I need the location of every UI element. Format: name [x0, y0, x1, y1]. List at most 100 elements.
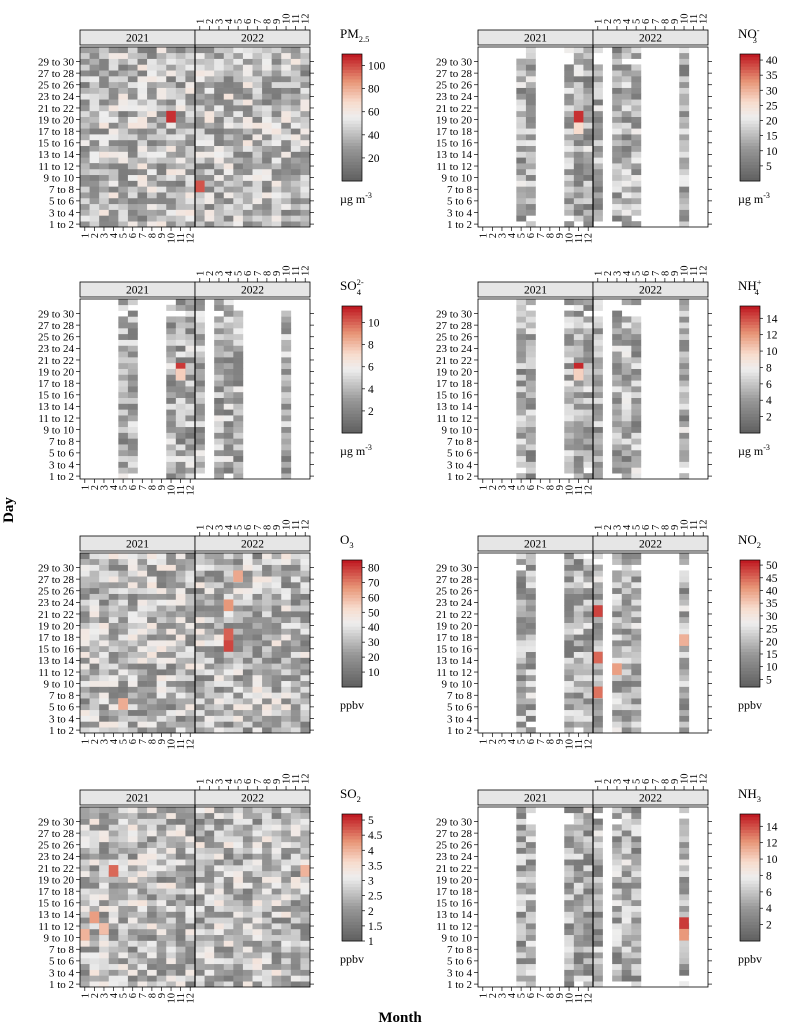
heat-cell: [281, 859, 292, 866]
heat-cell: [679, 351, 690, 358]
heat-cell: [147, 587, 157, 594]
heat-cell: [593, 145, 603, 152]
heat-cell: [166, 461, 177, 468]
heat-cell: [300, 99, 311, 106]
strip-2022: [194, 789, 311, 806]
heat-cell: [89, 894, 100, 901]
x-tick-label-bottom: 8: [147, 233, 158, 238]
heat-cell: [679, 93, 690, 100]
colorbar-frame: [341, 559, 363, 688]
heat-cell: [195, 304, 205, 311]
heat-cell: [214, 657, 225, 664]
heat-cell: [185, 564, 196, 571]
heat-cell: [137, 99, 148, 106]
heat-cell: [108, 186, 119, 193]
heat-cell: [252, 870, 263, 877]
x-tick-label-bottom: 5: [517, 485, 528, 490]
heat-cell: [525, 180, 536, 187]
heat-cell: [271, 640, 282, 647]
strip-2022: [592, 29, 709, 46]
heat-cell: [147, 93, 157, 100]
heat-cell: [525, 698, 536, 705]
heat-cell: [127, 391, 138, 399]
heat-cell: [156, 134, 167, 141]
heat-cell: [147, 963, 157, 970]
x-tick-label-bottom: 6: [526, 485, 537, 490]
heat-cell: [166, 680, 177, 687]
heat-cell: [185, 186, 196, 193]
heat-cell: [593, 93, 603, 100]
heat-cell: [612, 946, 623, 953]
heat-cell: [631, 473, 642, 480]
heat-cell: [195, 611, 205, 618]
heat-cell: [204, 830, 215, 837]
heat-cell: [195, 963, 205, 970]
heat-cell: [195, 818, 205, 825]
heat-cell: [214, 674, 225, 682]
colorbar-segment: [342, 127, 362, 131]
heat-cell: [175, 946, 186, 953]
colorbar-segment: [342, 133, 362, 137]
heat-cell: [271, 128, 282, 135]
heat-cell: [679, 426, 690, 433]
title-sub: 2.5: [359, 34, 370, 44]
heat-cell: [89, 221, 100, 228]
heat-cell: [631, 368, 642, 375]
heat-cell: [516, 316, 527, 323]
heat-cell: [214, 70, 225, 77]
heat-cell-hotspot: [612, 663, 622, 675]
heat-cell: [271, 558, 282, 565]
heat-cell: [290, 963, 301, 970]
heat-cell: [583, 299, 594, 306]
heat-cell: [156, 93, 167, 100]
colorbar-tick-label: 5: [766, 161, 772, 173]
heat-cell: [612, 99, 623, 106]
heat-cell: [156, 180, 167, 187]
heat-cell: [612, 582, 623, 589]
heat-cell: [195, 616, 205, 623]
heat-cell: [621, 616, 632, 623]
heat-cell: [564, 940, 575, 947]
x-tick-label-top: 8: [262, 271, 273, 276]
heat-cell: [195, 640, 205, 647]
x-tick-label-bottom: 6: [526, 993, 537, 998]
heat-cell: [89, 859, 100, 866]
heat-cell: [166, 87, 177, 94]
heat-cell: [233, 645, 244, 653]
heat-cell: [156, 87, 167, 94]
heat-cell: [271, 830, 282, 837]
heat-cell: [99, 905, 110, 912]
heat-cell: [195, 847, 205, 854]
heat-cell: [214, 721, 225, 728]
heat-cell: [252, 110, 263, 117]
y-tick-label: 9 to 10: [441, 932, 472, 944]
heat-cell: [573, 81, 584, 88]
heat-cell: [525, 473, 536, 480]
heat-cell: [679, 853, 690, 860]
strip-2022: [592, 281, 709, 298]
heat-cell: [147, 576, 157, 583]
heat-cell: [242, 192, 253, 199]
heat-cell: [631, 645, 642, 653]
heat-cell: [147, 616, 157, 623]
colorbar-segment: [342, 142, 362, 147]
heat-cell: [108, 674, 119, 682]
heat-cell: [223, 593, 234, 600]
heat-cell: [525, 52, 536, 59]
heat-cell: [156, 905, 167, 912]
heat-cell: [166, 709, 177, 716]
heat-cell: [118, 622, 129, 629]
heat-cell: [175, 715, 186, 722]
heat-cell: [252, 611, 263, 618]
heat-cell: [290, 836, 301, 843]
heat-cell: [516, 58, 527, 65]
heat-cell: [137, 587, 148, 594]
heat-cell: [621, 870, 632, 877]
heat-cell: [290, 605, 301, 612]
heat-cell: [573, 698, 584, 705]
heat-cell: [175, 357, 186, 364]
x-tick-label-bottom: 12: [186, 993, 197, 1004]
heat-cell: [147, 669, 157, 676]
x-tick-label-bottom: 7: [138, 485, 149, 490]
x-tick-label-bottom: 9: [157, 993, 168, 998]
